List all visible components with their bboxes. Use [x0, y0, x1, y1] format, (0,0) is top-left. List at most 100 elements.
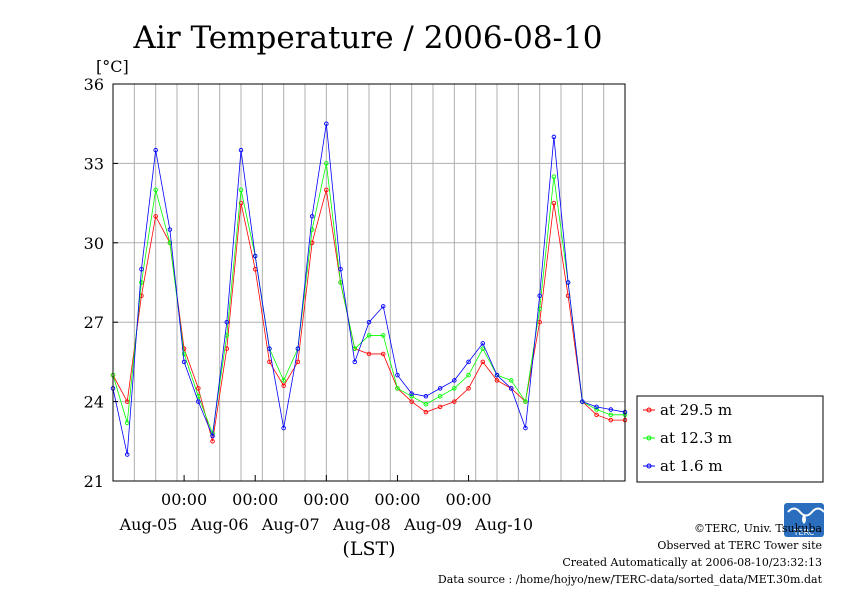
legend-swatch-marker: [646, 435, 652, 441]
y-tick-label: 27: [84, 313, 104, 332]
data-point: [366, 319, 372, 325]
data-point: [608, 407, 614, 412]
created-text: Created Automatically at 2006-08-10/23:3…: [562, 556, 822, 569]
x-time-label: 00:00: [161, 490, 207, 509]
data-point: [139, 280, 144, 285]
x-date-label: Aug-08: [332, 515, 391, 534]
data-point: [224, 319, 230, 325]
copyright-text: ©TERC, Univ. Tsukuba: [694, 522, 822, 535]
data-point: [153, 147, 158, 153]
x-date-label: Aug-10: [474, 515, 533, 534]
legend-swatch-marker: [646, 463, 652, 469]
x-time-label: 00:00: [232, 490, 278, 509]
series-line: [112, 123, 626, 455]
y-tick-label: 30: [84, 234, 104, 253]
series-line: [112, 189, 625, 442]
legend-box: [636, 395, 824, 483]
data-point: [594, 407, 599, 412]
legend-label: at 29.5 m: [660, 401, 732, 419]
data-point: [139, 267, 144, 272]
data-point: [238, 200, 244, 206]
data-point: [480, 341, 486, 346]
series-2: [110, 121, 628, 457]
data-point: [196, 386, 201, 391]
data-point: [395, 372, 400, 378]
x-tick-labels: 00:00 00:00 00:00 00:00 00:00 Aug-05 Aug-06 Aug…: [119, 475, 533, 534]
data-point: [267, 359, 272, 365]
data-point: [295, 359, 301, 365]
data-point: [480, 346, 486, 351]
data-point: [380, 304, 386, 309]
data-point: [523, 425, 528, 431]
data-point: [167, 227, 173, 232]
data-point: [153, 214, 158, 219]
data-point: [508, 378, 514, 383]
data-point: [409, 399, 414, 404]
data-point: [124, 420, 130, 426]
data-point: [437, 386, 443, 391]
data-point: [281, 383, 286, 388]
y-tick-label: 21: [84, 472, 104, 491]
data-point: [409, 391, 414, 396]
series-line: [112, 163, 625, 435]
grid-lines: [113, 83, 625, 482]
data-point: [380, 351, 386, 357]
x-axis-label: (LST): [342, 538, 395, 560]
plot-frame: [112, 83, 626, 482]
y-tick-label: 24: [84, 393, 104, 412]
data-point: [480, 359, 486, 365]
data-point: [181, 359, 187, 365]
data-point: [409, 394, 414, 399]
data-point: [494, 378, 500, 383]
observed-text: Observed at TERC Tower site: [657, 539, 822, 552]
y-tick-label: 33: [84, 154, 104, 173]
data-point: [423, 394, 429, 399]
data-point: [267, 346, 272, 351]
legend-label: at 1.6 m: [660, 457, 723, 475]
x-date-label: Aug-06: [190, 515, 249, 534]
data-point: [452, 386, 457, 391]
data-point: [508, 386, 514, 391]
data-point: [181, 351, 187, 357]
x-time-label: 00:00: [446, 490, 492, 509]
data-point: [452, 399, 457, 404]
y-tick-label: 36: [84, 75, 104, 94]
x-time-label: 00:00: [374, 490, 420, 509]
data-point: [366, 333, 372, 338]
data-point: [338, 267, 343, 272]
data-point: [153, 187, 158, 193]
data-point: [366, 351, 372, 357]
legend-label: at 12.3 m: [660, 429, 732, 447]
y-tick-labels: 21 24 27 30 33 36: [84, 75, 118, 491]
data-point: [295, 346, 301, 351]
data-point: [210, 439, 215, 444]
data-point: [580, 399, 585, 404]
data-point: [466, 359, 471, 365]
logo-drop-icon: [802, 514, 806, 524]
data-point: [324, 121, 329, 126]
data-point: [565, 280, 571, 285]
data-point: [238, 147, 244, 153]
y-axis-unit-label: [°C]: [96, 57, 129, 76]
legend: at 29.5 m at 12.3 m at 1.6 m: [636, 395, 824, 483]
logo-text: TERC: [793, 528, 815, 537]
data-point: [281, 378, 286, 383]
data-point: [281, 425, 286, 431]
data-point: [196, 399, 201, 404]
data-point: [324, 161, 329, 166]
data-point: [523, 399, 528, 404]
data-point: [608, 412, 614, 418]
x-date-label: Aug-07: [261, 515, 320, 534]
x-time-label: 00:00: [303, 490, 349, 509]
x-date-label: Aug-05: [119, 515, 178, 534]
data-point: [238, 187, 244, 193]
data-point: [309, 214, 315, 219]
data-point: [324, 187, 329, 193]
data-source-text: Data source : /home/hojyo/new/TERC-data/…: [438, 573, 823, 586]
data-point: [352, 359, 358, 365]
data-point: [494, 372, 500, 378]
data-point: [437, 404, 443, 410]
series-layer: [110, 121, 628, 457]
x-date-label: Aug-09: [403, 515, 462, 534]
